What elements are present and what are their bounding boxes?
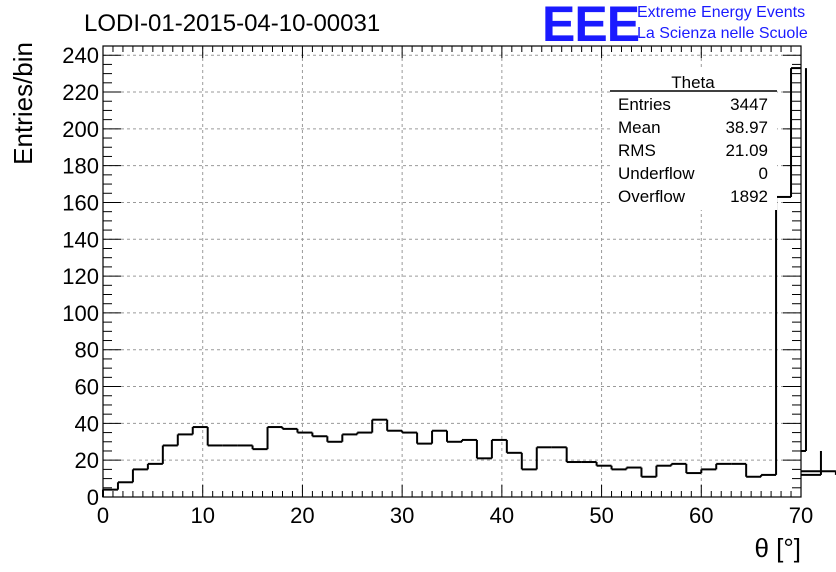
stats-row-value: 38.97 (725, 118, 768, 137)
logo-caption-line-1: Extreme Energy Events (637, 4, 806, 21)
stats-row-label: Overflow (618, 187, 686, 206)
histogram-bins (102, 67, 836, 497)
grid-lines (103, 46, 801, 497)
y-tick-label: 200 (62, 117, 99, 142)
y-tick-label: 0 (87, 485, 99, 510)
x-tick-label: 10 (190, 503, 214, 528)
stats-box-name: Theta (671, 73, 715, 92)
chart-title: LODI-01-2015-04-10-00031 (84, 10, 381, 37)
stats-row-value: 0 (759, 164, 768, 183)
stats-row-label: Entries (618, 95, 671, 114)
y-tick-label: 220 (62, 80, 99, 105)
y-tick-label: 240 (62, 43, 99, 68)
stats-row-label: RMS (618, 141, 656, 160)
y-tick-label: 140 (62, 227, 99, 252)
stats-row-value: 3447 (730, 95, 768, 114)
y-tick-label: 40 (75, 411, 99, 436)
stats-row-label: Mean (618, 118, 661, 137)
y-tick-label: 80 (75, 338, 99, 363)
x-tick-label: 30 (390, 503, 414, 528)
x-tick-label: 70 (789, 503, 813, 528)
stats-box-background (610, 70, 777, 210)
y-tick-label: 20 (75, 448, 99, 473)
x-tick-label: 50 (589, 503, 613, 528)
y-tick-label: 120 (62, 264, 99, 289)
x-tick-label: 0 (97, 503, 109, 528)
stats-row-value: 21.09 (725, 141, 768, 160)
axis-ticks (102, 45, 802, 498)
logo-caption-line-2: La Scienza nelle Scuole (637, 25, 808, 42)
x-axis-label: θ [°] (754, 533, 801, 563)
stats-row-label: Underflow (618, 164, 695, 183)
eee-logo: EEE (542, 0, 640, 52)
x-tick-label: 20 (290, 503, 314, 528)
y-tick-label: 100 (62, 301, 99, 326)
y-tick-label: 60 (75, 375, 99, 400)
y-tick-label: 180 (62, 154, 99, 179)
x-tick-label: 60 (689, 503, 713, 528)
y-tick-label: 160 (62, 190, 99, 215)
stats-row-value: 1892 (730, 187, 768, 206)
axis-tick-labels: 0 10 20 30 40 50 60 70 0 20 40 60 80 100 120 140 160 180 2… (62, 43, 813, 528)
y-axis-label: Entries/bin (8, 42, 38, 165)
x-tick-label: 40 (490, 503, 514, 528)
